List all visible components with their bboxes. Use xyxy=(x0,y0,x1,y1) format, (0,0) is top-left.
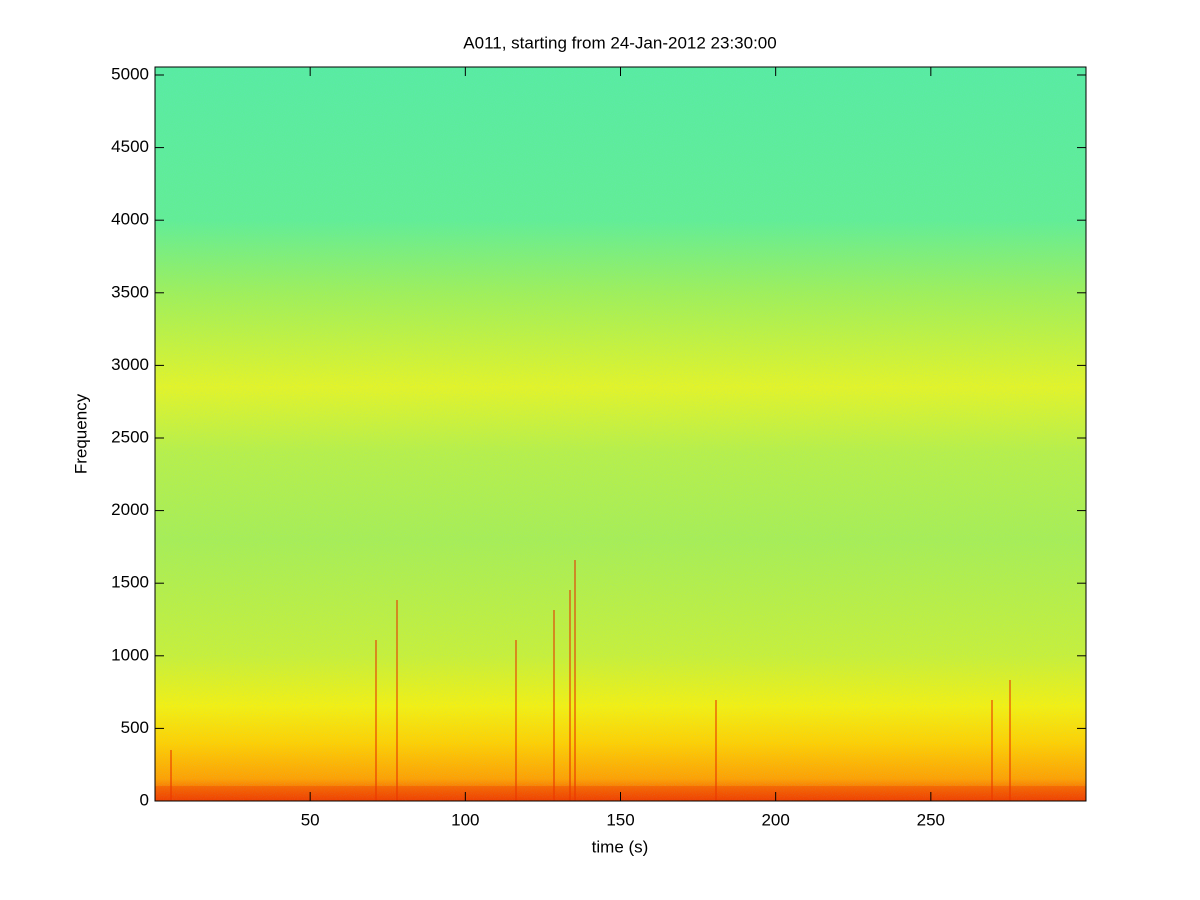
y-axis-label: Frequency xyxy=(71,393,90,474)
x-tick-label: 250 xyxy=(917,810,945,829)
y-tick-label: 500 xyxy=(121,718,149,737)
y-tick-label: 2000 xyxy=(111,500,149,519)
x-tick-label: 150 xyxy=(606,810,634,829)
y-tick-label: 1500 xyxy=(111,573,149,592)
y-tick-label: 2500 xyxy=(111,427,149,446)
y-tick-label: 3000 xyxy=(111,355,149,374)
y-tick-label: 0 xyxy=(140,790,149,809)
y-tick-label: 5000 xyxy=(111,64,149,83)
y-tick-label: 4000 xyxy=(111,210,149,229)
y-tick-label: 1000 xyxy=(111,645,149,664)
x-axis-label: time (s) xyxy=(592,837,649,856)
x-tick-label: 100 xyxy=(451,810,479,829)
x-tick-label: 200 xyxy=(761,810,789,829)
spectrogram-image xyxy=(155,67,1086,801)
y-tick-label: 4500 xyxy=(111,137,149,156)
y-tick-label: 3500 xyxy=(111,282,149,301)
x-tick-label: 50 xyxy=(301,810,320,829)
chart-title: A011, starting from 24-Jan-2012 23:30:00 xyxy=(463,33,776,52)
